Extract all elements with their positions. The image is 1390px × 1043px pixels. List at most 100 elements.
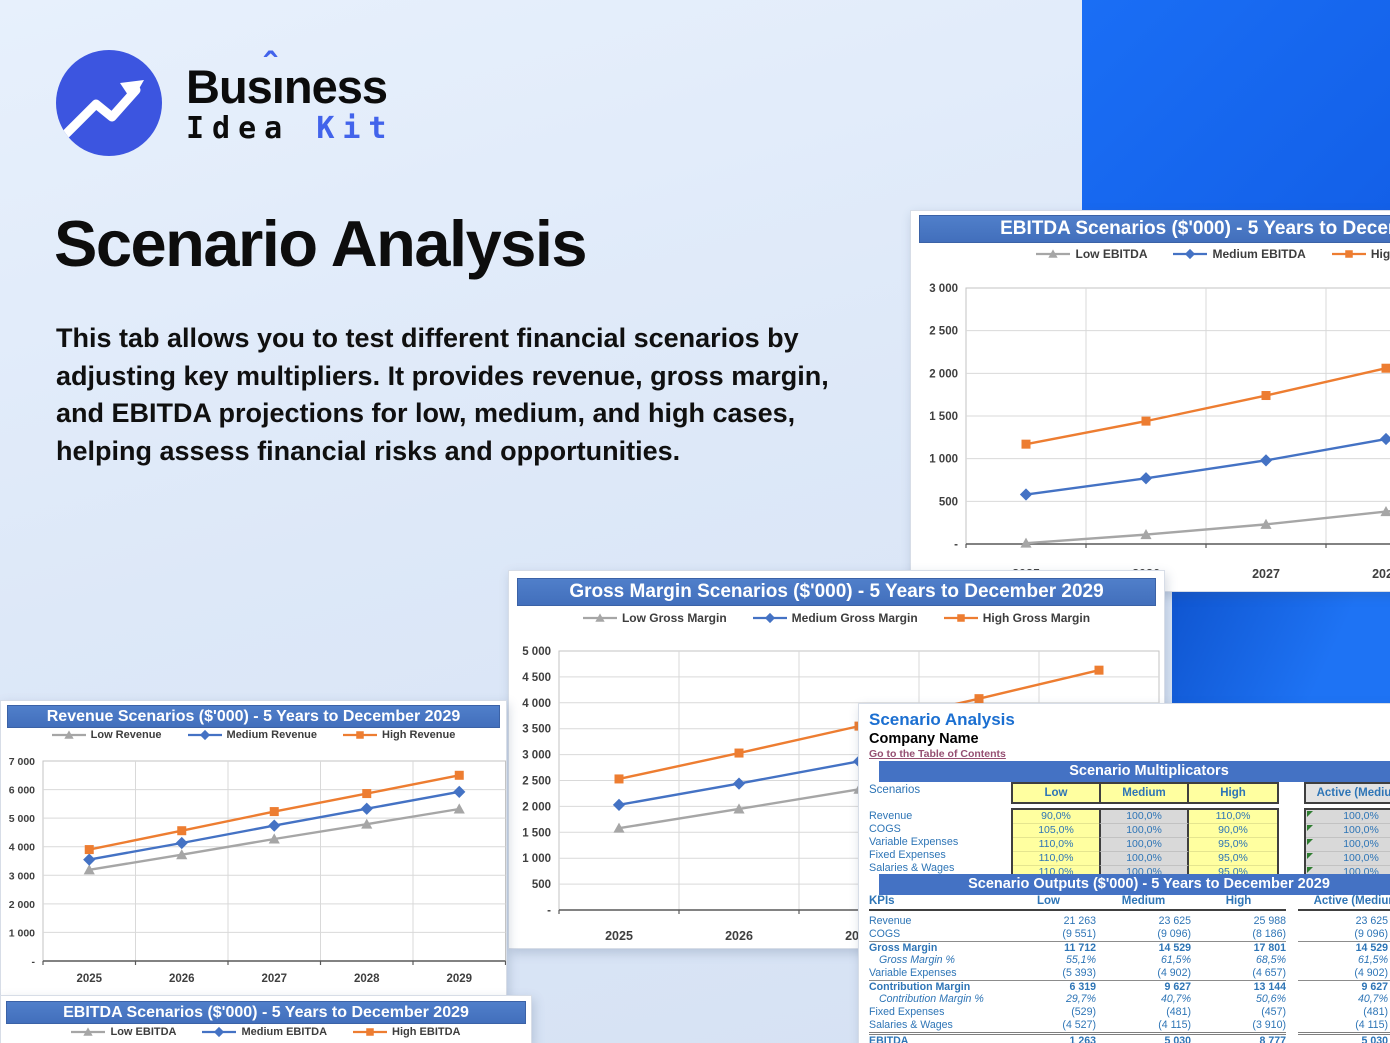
cell: COGS [869, 928, 901, 940]
svg-text:1 000: 1 000 [929, 454, 958, 466]
multiplicator-cell[interactable]: 90,0% [1189, 824, 1277, 838]
row-label: Salaries & Wages [869, 862, 955, 874]
cell: Salaries & Wages [869, 1019, 953, 1031]
table-of-contents-link[interactable]: Go to the Table of Contents [869, 748, 1006, 760]
column-gap [1286, 967, 1298, 980]
row-label: Fixed Expenses [869, 849, 946, 861]
svg-text:3 000: 3 000 [929, 283, 958, 295]
chart-legend: Low EBITDA Medium EBITDA High EBITDA [911, 247, 1390, 261]
legend-item: Medium EBITDA [1173, 247, 1306, 261]
table-row: Contribution Margin % 29,7% 40,7% 50,6% 40,7… [869, 993, 1390, 1006]
cell: 6 319 [1001, 980, 1096, 993]
column-gap [1286, 1019, 1298, 1032]
legend-label: Medium Gross Margin [791, 611, 918, 625]
legend-item: Low Revenue [51, 729, 162, 741]
active-cell: (481) [1363, 1006, 1388, 1018]
table-row: Fixed Expenses (529) (481) (457) (481) [869, 1006, 1390, 1019]
table-row: Gross Margin % 55,1% 61,5% 68,5% 61,5% [869, 954, 1390, 967]
chart-legend: Low Gross Margin Medium Gross Margin High … [509, 611, 1164, 625]
table-row: Gross Margin 11 712 14 529 17 801 14 529 [869, 941, 1390, 954]
column-gap [1286, 941, 1298, 954]
svg-text:-: - [32, 956, 36, 968]
multiplicator-cell[interactable]: 95,0% [1189, 838, 1277, 852]
decor-rect-top-right [1082, 0, 1390, 212]
multiplicator-cell: 100,0% [1099, 852, 1189, 866]
svg-text:2 500: 2 500 [522, 776, 551, 788]
multiplicator-cell[interactable]: 90,0% [1013, 810, 1099, 824]
svg-text:2027: 2027 [261, 973, 287, 985]
cell: 68,5% [1255, 954, 1286, 966]
legend-label: Low EBITDA [110, 1026, 177, 1038]
svg-text:2 000: 2 000 [522, 801, 551, 813]
multiplicator-cell[interactable]: 110,0% [1013, 838, 1099, 852]
multiplicator-cell[interactable]: 105,0% [1013, 824, 1099, 838]
cell: (5 393) [1062, 967, 1096, 979]
svg-text:-: - [547, 905, 551, 917]
table-row: COGS (9 551) (9 096) (8 186) (9 096) [869, 928, 1390, 941]
table-row: Revenue 21 263 23 625 25 988 23 625 [869, 915, 1390, 928]
multiplicator-cell[interactable]: 95,0% [1189, 852, 1277, 866]
row-label: Revenue [869, 810, 913, 822]
cell: 14 529 [1096, 941, 1191, 954]
cell: 29,7% [1065, 993, 1096, 1005]
legend-label: Low Revenue [90, 729, 162, 741]
multiplicators-header-bar: Scenario Multiplicators [879, 761, 1390, 782]
cell: Contribution Margin % [879, 993, 984, 1005]
cell: 21 263 [1063, 915, 1096, 927]
multiplicator-row-labels: Revenue COGS Variable Expenses Fixed Expens… [869, 810, 958, 875]
column-header: High [1191, 894, 1286, 911]
multiplicator-column-header: Low [1013, 784, 1099, 802]
legend-label: High EBITDA [392, 1026, 461, 1038]
svg-text:4 000: 4 000 [522, 698, 551, 710]
cell: 5 030 [1096, 1032, 1191, 1043]
scenarios-label: Scenarios [869, 784, 921, 796]
legend-item: High EBITDA [1331, 247, 1390, 261]
active-cell: 14 529 [1298, 941, 1390, 954]
column-gap [1286, 894, 1298, 911]
multiplicator-cell[interactable]: 110,0% [1013, 852, 1099, 866]
brand-name-line1: Busı ˆ ness [186, 45, 388, 113]
chart-legend: Low EBITDA Medium EBITDA High EBITDA [1, 1026, 531, 1038]
cell: 61,5% [1160, 954, 1191, 966]
trend-arrow-icon [56, 50, 162, 156]
multiplicator-cell[interactable]: 110,0% [1189, 810, 1277, 824]
cell: (529) [1071, 1006, 1096, 1018]
column-gap [1286, 928, 1298, 941]
column-header: KPIs [869, 894, 1001, 911]
svg-text:2026: 2026 [169, 973, 195, 985]
active-cell: (4 115) [1355, 1019, 1388, 1031]
cell: 11 712 [1001, 941, 1096, 954]
cell: 25 988 [1253, 915, 1286, 927]
chart-title-bar: Gross Margin Scenarios ($'000) - 5 Years… [517, 578, 1156, 606]
active-cell: (4 902) [1354, 967, 1388, 979]
table-row: Salaries & Wages (4 527) (4 115) (3 910) (4 … [869, 1019, 1390, 1032]
caret-accent: ˆ [263, 45, 277, 88]
cell: 1 263 [1001, 1032, 1096, 1043]
cell: Contribution Margin [869, 980, 1001, 993]
multiplicator-column-headers: Low Medium High [1011, 782, 1279, 804]
active-multiplicator-cell: 100,0% [1306, 838, 1390, 852]
active-cell: 9 627 [1298, 980, 1390, 993]
column-header: Low [1001, 894, 1096, 911]
legend-item: High Gross Margin [943, 611, 1090, 625]
svg-text:5 000: 5 000 [9, 813, 35, 825]
active-column-values: 100,0% 100,0% 100,0% 100,0% 100,0% [1304, 808, 1390, 882]
active-cell: 5 030 [1298, 1032, 1390, 1043]
svg-text:5 000: 5 000 [522, 646, 551, 658]
svg-text:2 000: 2 000 [929, 368, 958, 380]
active-cell: 23 625 [1355, 915, 1388, 927]
legend-label: Low Gross Margin [621, 611, 727, 625]
svg-text:3 500: 3 500 [522, 724, 551, 736]
legend-item: High Revenue [343, 729, 455, 741]
row-label: COGS [869, 823, 901, 835]
cell: (4 115) [1158, 1019, 1191, 1031]
decor-rect-mid-right [1172, 590, 1390, 703]
svg-text:1 000: 1 000 [522, 853, 551, 865]
active-cell: (9 096) [1354, 928, 1388, 940]
legend-item: High EBITDA [353, 1026, 461, 1038]
cell: (9 551) [1062, 928, 1096, 940]
company-name: Company Name [869, 731, 979, 747]
svg-text:4 500: 4 500 [522, 672, 551, 684]
chart-legend: Low Revenue Medium Revenue High Revenue [1, 729, 506, 741]
